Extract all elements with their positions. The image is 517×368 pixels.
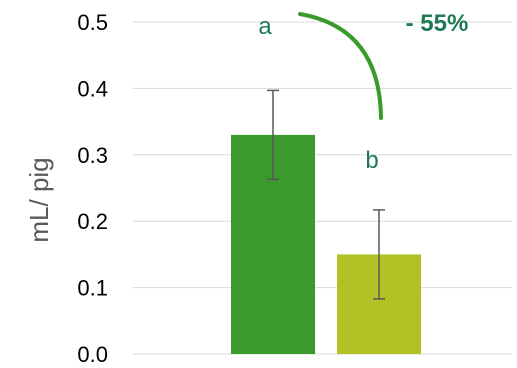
significance-letters: ab <box>258 13 378 174</box>
bars <box>231 134 421 354</box>
y-axis-ticks: 0.0 0.1 0.2 0.3 0.4 0.5 <box>77 10 108 367</box>
y-tick-label: 0.5 <box>77 10 108 35</box>
reduction-arrow <box>298 12 383 120</box>
gridlines <box>133 21 512 355</box>
y-tick-label: 0.0 <box>77 342 108 367</box>
error-bars <box>267 89 385 300</box>
y-tick-label: 0.3 <box>77 143 108 168</box>
y-axis-label: mL/ pig <box>24 157 54 242</box>
significance-letter: a <box>258 13 272 40</box>
y-tick-label: 0.4 <box>77 76 108 101</box>
reduction-annotation: - 55% <box>406 10 469 37</box>
significance-letter: b <box>365 147 378 174</box>
y-tick-label: 0.2 <box>77 209 108 234</box>
y-tick-label: 0.1 <box>77 276 108 301</box>
